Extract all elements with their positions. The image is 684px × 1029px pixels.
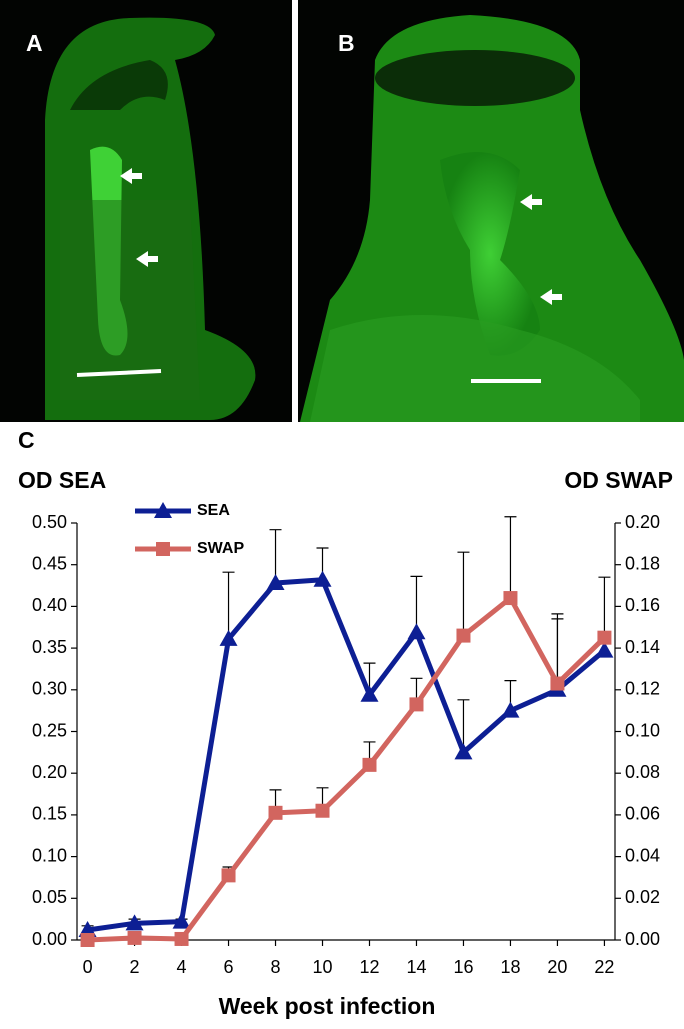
- x-axis-title: Week post infection: [219, 993, 436, 1019]
- y-tick-label: 0.50: [32, 512, 67, 532]
- marker: [501, 701, 520, 718]
- x-tick-label: 18: [500, 957, 520, 977]
- x-tick-label: 12: [359, 957, 379, 977]
- y2-tick-label: 0.18: [625, 553, 660, 573]
- x-tick-label: 22: [594, 957, 614, 977]
- x-tick-label: 0: [83, 957, 93, 977]
- y-tick-label: 0.45: [32, 553, 67, 573]
- x-tick-label: 16: [453, 957, 473, 977]
- y-tick-label: 0.05: [32, 887, 67, 907]
- marker: [78, 920, 97, 937]
- panel-divider: [292, 0, 298, 422]
- y2-tick-label: 0.02: [625, 887, 660, 907]
- marker: [154, 502, 172, 518]
- error-bar: [598, 576, 611, 638]
- y2-axis-title: OD SWAP: [564, 467, 673, 493]
- marker: [456, 628, 471, 643]
- y2-tick-label: 0.06: [625, 804, 660, 824]
- marker: [221, 868, 236, 883]
- y-tick-label: 0.15: [32, 804, 67, 824]
- legend-label: SEA: [197, 502, 230, 519]
- x-tick-label: 6: [224, 957, 234, 977]
- marker: [174, 931, 189, 946]
- y2-tick-label: 0.12: [625, 679, 660, 699]
- marker: [409, 697, 424, 712]
- x-tick-label: 8: [271, 957, 281, 977]
- error-bar: [457, 551, 470, 636]
- panel-label: B: [338, 30, 355, 56]
- error-bar: [222, 571, 235, 639]
- marker: [80, 933, 95, 947]
- marker: [266, 574, 285, 591]
- series-line: [87, 595, 607, 943]
- marker: [315, 803, 330, 818]
- marker: [156, 542, 170, 556]
- x-tick-label: 14: [406, 957, 426, 977]
- marker: [454, 743, 473, 760]
- marker: [172, 912, 191, 929]
- series-line: [87, 577, 607, 933]
- error-bar: [551, 618, 564, 684]
- marker: [313, 570, 332, 587]
- x-tick-label: 4: [177, 957, 187, 977]
- panel-b-image: [298, 0, 684, 422]
- marker: [503, 591, 518, 606]
- marker: [127, 930, 142, 945]
- y-axis-title: OD SEA: [18, 467, 106, 493]
- y-tick-label: 0.25: [32, 720, 67, 740]
- marker: [125, 914, 144, 931]
- y2-tick-label: 0.08: [625, 762, 660, 782]
- marker: [360, 685, 379, 702]
- marker: [595, 641, 614, 658]
- y-tick-label: 0.10: [32, 845, 67, 865]
- y-tick-label: 0.20: [32, 762, 67, 782]
- marker: [219, 629, 238, 646]
- x-tick-label: 2: [130, 957, 140, 977]
- x-tick-label: 10: [312, 957, 332, 977]
- error-bar: [410, 575, 423, 633]
- y-tick-label: 0.00: [32, 929, 67, 949]
- marker: [268, 805, 283, 820]
- y-tick-label: 0.40: [32, 595, 67, 615]
- y2-tick-label: 0.10: [625, 720, 660, 740]
- error-bar: [504, 516, 517, 599]
- y2-tick-label: 0.04: [625, 845, 660, 865]
- y2-tick-label: 0.00: [625, 929, 660, 949]
- y2-tick-label: 0.20: [625, 512, 660, 532]
- x-tick-label: 20: [547, 957, 567, 977]
- y-tick-label: 0.35: [32, 637, 67, 657]
- panel-label: A: [26, 30, 43, 56]
- marker: [407, 623, 426, 640]
- y-tick-label: 0.30: [32, 679, 67, 699]
- panel-label: C: [18, 427, 35, 453]
- marker: [550, 676, 565, 691]
- legend-label: SWAP: [197, 540, 244, 557]
- panel-a-image: [0, 0, 292, 422]
- marker: [597, 630, 612, 645]
- y2-tick-label: 0.16: [625, 595, 660, 615]
- y2-tick-label: 0.14: [625, 637, 660, 657]
- marker: [362, 757, 377, 772]
